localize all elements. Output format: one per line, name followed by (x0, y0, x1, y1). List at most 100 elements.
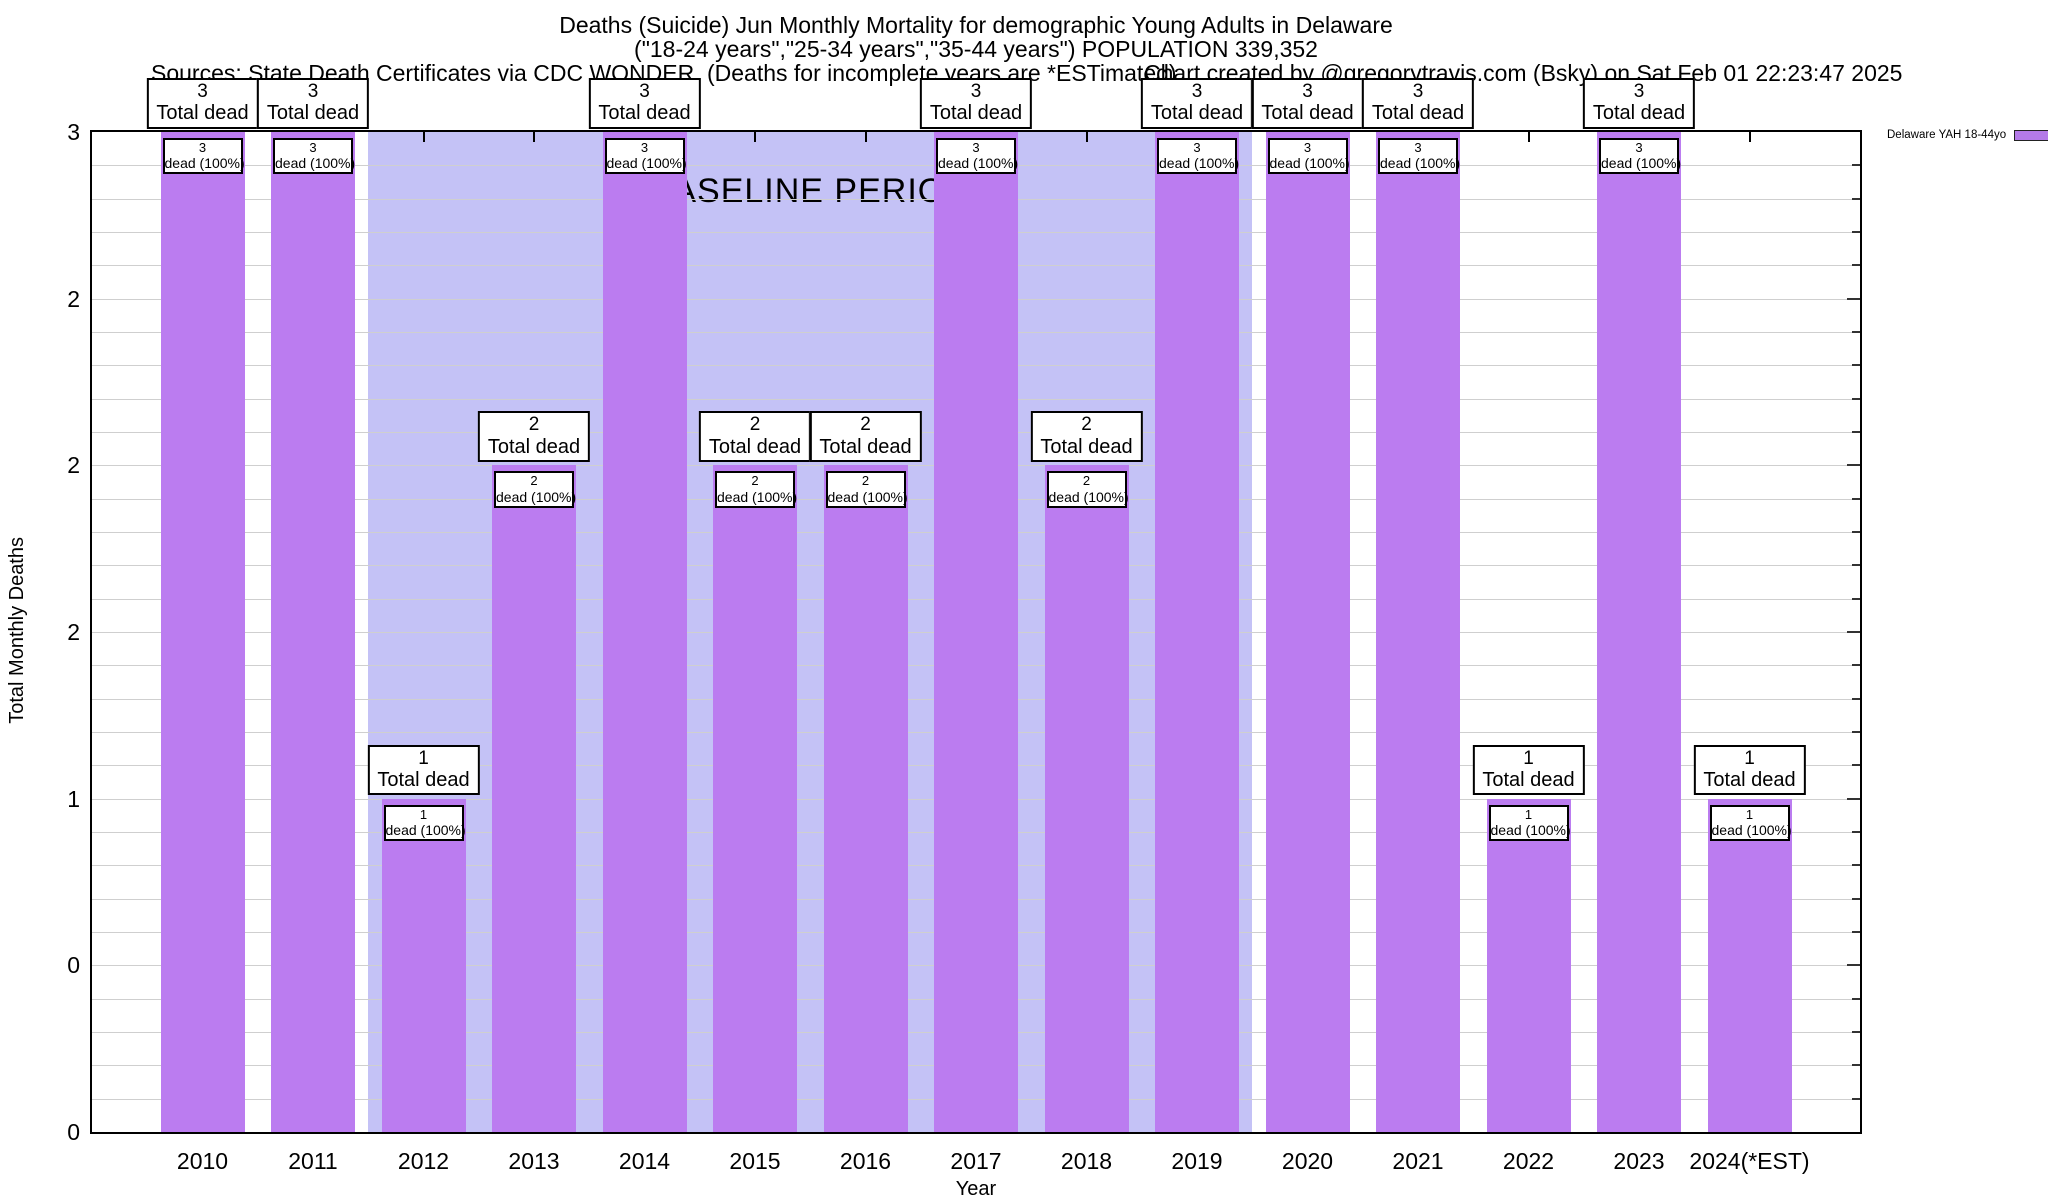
right-axis-tick (1852, 431, 1860, 433)
bar-2016: 2 dead (100%) (823, 465, 908, 1132)
total-dead-callout: 3 Total dead (1140, 78, 1254, 129)
right-axis-tick (1852, 1031, 1860, 1033)
bar-label-text: dead (100%) (1380, 155, 1461, 172)
bar-label-value: 3 (1303, 140, 1312, 155)
bar-label-value: 3 (309, 140, 317, 155)
y-axis-title: Total Monthly Deaths (6, 536, 28, 724)
right-axis-tick (1852, 164, 1860, 167)
bar-label-box: 3 dead (100%) (1267, 138, 1350, 175)
x-tick-label-2018: 2018 (1060, 1148, 1113, 1174)
total-dead-callout: 3 Total dead (588, 78, 701, 129)
plot-area: BASELINE PERIOD 3 dead (100%) 3 Total dead 3… (90, 78, 1862, 1134)
total-dead-value: 3 (197, 81, 208, 102)
bar-2023: 3 dead (100%) (1597, 132, 1681, 1132)
bar-2015: 2 dead (100%) (713, 465, 797, 1132)
bar-label-text: dead (100%) (938, 155, 1019, 172)
x-axis-title: Year (955, 1178, 997, 1200)
bar-label-value: 3 (640, 140, 649, 155)
total-dead-callout: 3 Total dead (1251, 78, 1364, 129)
total-dead-text: Total dead (1371, 102, 1465, 125)
legend-series-label: Delaware YAH 18-44yo (1887, 129, 2007, 141)
x-tick-label-2010: 2010 (176, 1148, 229, 1174)
bar-label-box: 2 dead (100%) (1046, 471, 1129, 508)
bar-label-value: 3 (1193, 140, 1201, 155)
bar-label-text: dead (100%) (1048, 488, 1129, 505)
total-dead-text: Total dead (377, 768, 470, 791)
right-axis-tick (1852, 564, 1860, 567)
total-dead-text: Total dead (1150, 102, 1244, 125)
bar-2021: 3 dead (100%) (1376, 132, 1460, 1132)
x-tick-label-2024(*EST): 2024(*EST) (1689, 1148, 1810, 1174)
total-dead-callout: 3 Total dead (1361, 78, 1475, 129)
total-dead-value: 3 (1191, 81, 1203, 102)
total-dead-callout: 2 Total dead (477, 411, 591, 462)
bar-label-value: 1 (1745, 806, 1754, 822)
total-dead-text: Total dead (266, 102, 360, 125)
x-tick-label-2023: 2023 (1613, 1148, 1665, 1174)
total-dead-text: Total dead (819, 435, 912, 458)
bar-2018: 2 dead (100%) (1044, 465, 1129, 1132)
right-axis-tick (1852, 664, 1860, 667)
bar-label-value: 3 (1635, 140, 1643, 155)
total-dead-value: 2 (528, 414, 540, 436)
bar-label-value: 3 (198, 140, 207, 155)
bar-label-box: 1 dead (100%) (1709, 804, 1792, 842)
bar-label-text: dead (100%) (385, 821, 466, 838)
total-dead-callout: 1 Total dead (1693, 744, 1806, 796)
total-dead-callout: 1 Total dead (367, 744, 480, 796)
right-axis-tick (1852, 731, 1860, 733)
bar-label-box: 3 dead (100%) (273, 138, 355, 175)
bar-label-box: 2 dead (100%) (715, 471, 798, 508)
bar-2011: 3 dead (100%) (271, 132, 355, 1132)
legend-color-swatch (2014, 129, 2048, 141)
total-dead-value: 3 (1302, 81, 1313, 102)
right-axis-tick (1852, 897, 1860, 900)
right-axis-tick (1852, 1064, 1860, 1067)
bar-2017: 3 dead (100%) (934, 132, 1018, 1132)
x-tick-label-2014: 2014 (618, 1148, 671, 1174)
total-dead-callout: 2 Total dead (809, 411, 922, 462)
y-tick-label: 1 (67, 785, 80, 812)
right-axis-tick (1852, 231, 1860, 233)
bar-label-box: 3 dead (100%) (936, 138, 1019, 175)
bar-label-box: 2 dead (100%) (825, 471, 908, 508)
top-axis-tick (1527, 132, 1530, 142)
total-dead-callout: 3 Total dead (919, 78, 1033, 129)
x-tick-label-2020: 2020 (1281, 1148, 1334, 1174)
bar-label-box: 3 dead (100%) (162, 138, 245, 175)
total-dead-value: 3 (1633, 81, 1645, 102)
baseline-period-label: BASELINE PERIOD (649, 172, 971, 210)
total-dead-callout: 2 Total dead (1030, 411, 1143, 462)
y-tick-label: 2 (67, 619, 80, 645)
x-tick-label-2013: 2013 (508, 1148, 560, 1174)
bar-label-box: 1 dead (100%) (1488, 804, 1571, 842)
y-tick-label: 0 (67, 952, 80, 979)
bar-label-text: dead (100%) (1159, 155, 1240, 172)
right-axis-tick (1852, 397, 1860, 400)
total-dead-callout: 2 Total dead (698, 411, 812, 462)
bar-label-text: dead (100%) (606, 155, 687, 172)
bar-label-text: dead (100%) (1269, 155, 1350, 172)
total-dead-value: 2 (1081, 414, 1092, 436)
right-axis-tick (1852, 197, 1860, 200)
right-axis-tick (1852, 764, 1860, 767)
total-dead-value: 3 (970, 81, 982, 102)
legend: Delaware YAH 18-44yo (1887, 129, 2048, 141)
chart-title-line2: ("18-24 years","25-34 years","35-44 year… (634, 36, 1318, 62)
right-axis-tick (1847, 964, 1860, 967)
top-axis-tick (533, 132, 535, 142)
bar-label-value: 2 (530, 473, 538, 489)
total-dead-text: Total dead (929, 102, 1023, 125)
total-dead-value: 1 (1744, 747, 1755, 769)
right-axis-tick (1847, 797, 1860, 800)
total-dead-callout: 3 Total dead (146, 78, 259, 129)
chart-title-line1: Deaths (Suicide) Jun Monthly Mortality f… (559, 12, 1393, 38)
bar-label-text: dead (100%) (717, 488, 798, 505)
right-axis-tick (1852, 697, 1860, 700)
right-axis-tick (1852, 1097, 1860, 1100)
bar-2010: 3 dead (100%) (160, 132, 245, 1132)
total-dead-text: Total dead (598, 102, 691, 125)
total-dead-value: 3 (307, 81, 319, 102)
total-dead-value: 3 (639, 81, 650, 102)
right-axis-tick (1852, 831, 1860, 833)
